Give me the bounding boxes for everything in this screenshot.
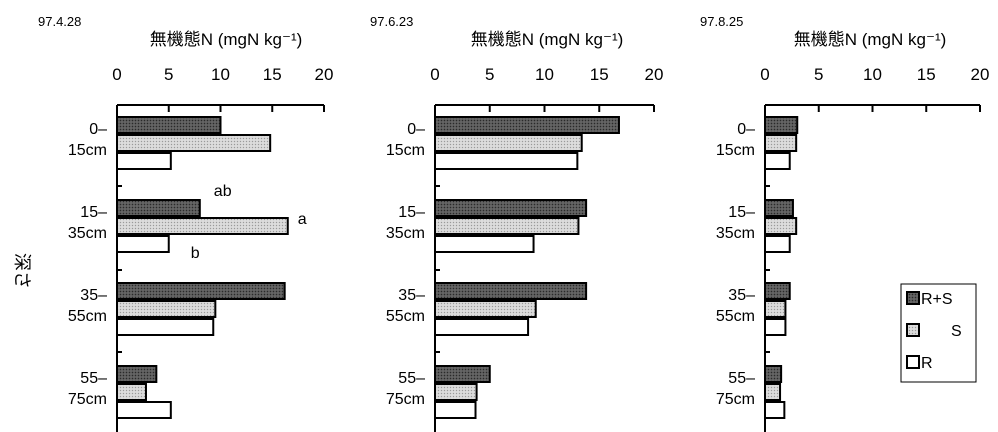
- y-category-label: 55cm: [68, 308, 107, 325]
- bar-s: [764, 217, 798, 235]
- legend-swatch-r: [906, 355, 920, 369]
- legend-label-s: S: [951, 323, 962, 340]
- bar-r-s: [764, 365, 783, 383]
- y-category-label: 0–: [737, 121, 755, 138]
- bar-s: [434, 300, 537, 318]
- y-category-label: 15cm: [68, 142, 107, 159]
- bar-r: [434, 152, 579, 170]
- y-category-label: 35–: [398, 287, 425, 304]
- depth-axis-label: 深さ: [12, 253, 32, 289]
- panel-date: 97.6.23: [370, 14, 413, 29]
- bar-r-s: [764, 282, 791, 300]
- x-tick-label: 5: [164, 65, 173, 84]
- bar-r: [434, 318, 530, 336]
- x-tick-label: 10: [535, 65, 554, 84]
- bar-r-s: [434, 365, 491, 383]
- bar-r: [116, 401, 172, 419]
- x-tick-label: 20: [645, 65, 664, 84]
- y-category-label: 0–: [89, 121, 107, 138]
- significance-label: ab: [214, 183, 232, 200]
- legend-label-r-s: R+S: [921, 291, 953, 308]
- y-category-label: 0–: [407, 121, 425, 138]
- x-tick-label: 20: [315, 65, 334, 84]
- y-category-label: 35–: [80, 287, 107, 304]
- bar-r: [764, 152, 791, 170]
- bar-s: [764, 134, 798, 152]
- panel-1997-08-25: 97.8.25 無機態N (mgN kg⁻¹) 0 5 10 15 20 0– 15cm 15– 3…: [700, 14, 989, 432]
- y-category-label: 15–: [728, 204, 755, 221]
- x-tick-label: 15: [917, 65, 936, 84]
- bar-s: [116, 300, 217, 318]
- x-tick-label: 0: [760, 65, 769, 84]
- bar-r-s: [116, 199, 201, 217]
- bar-r-s: [434, 282, 588, 300]
- y-category-label: 55–: [398, 370, 425, 387]
- x-axis-title: 無機態N (mgN kg⁻¹): [150, 30, 303, 49]
- y-category-label: 15–: [398, 204, 425, 221]
- x-tick-label: 10: [211, 65, 230, 84]
- bar-r: [116, 152, 172, 170]
- legend-swatch-r-s: [906, 291, 920, 305]
- bar-r: [764, 318, 787, 336]
- panel-1997-06-23: 97.6.23 無機態N (mgN kg⁻¹) 0 5 10 15 20 0– 15cm 15– 3…: [370, 14, 663, 432]
- bar-r: [764, 235, 791, 253]
- significance-label: b: [191, 245, 200, 262]
- bar-r-s: [764, 116, 799, 134]
- y-category-label: 35cm: [68, 225, 107, 242]
- bar-r-s: [116, 365, 158, 383]
- bar-s: [116, 383, 147, 401]
- x-tick-label: 5: [485, 65, 494, 84]
- x-tick-label: 15: [590, 65, 609, 84]
- y-category-label: 55–: [80, 370, 107, 387]
- x-tick-label: 15: [263, 65, 282, 84]
- x-tick-label: 20: [971, 65, 990, 84]
- x-axis-title: 無機態N (mgN kg⁻¹): [471, 30, 624, 49]
- y-category-label: 55–: [728, 370, 755, 387]
- bar-s: [434, 217, 580, 235]
- bar-r: [116, 318, 215, 336]
- bar-s: [116, 134, 272, 152]
- legend-label-r: R: [921, 355, 933, 372]
- x-axis-title: 無機態N (mgN kg⁻¹): [794, 30, 947, 49]
- bar-s: [764, 383, 782, 401]
- legend-swatch-s: [906, 323, 920, 337]
- y-category-label: 35cm: [716, 225, 755, 242]
- panel-date: 97.8.25: [700, 14, 743, 29]
- bar-s: [434, 383, 478, 401]
- y-category-label: 75cm: [386, 391, 425, 408]
- bar-r: [434, 235, 535, 253]
- y-category-label: 75cm: [68, 391, 107, 408]
- y-category-label: 35cm: [386, 225, 425, 242]
- x-tick-label: 0: [430, 65, 439, 84]
- panel-1997-04-28: 97.4.28 無機態N (mgN kg⁻¹) 0 5 10 15 20 0– 15cm 15– 3…: [38, 14, 333, 432]
- bar-r: [764, 401, 786, 419]
- x-tick-label: 0: [112, 65, 121, 84]
- bar-r: [116, 235, 170, 253]
- bar-r-s: [434, 116, 620, 134]
- bar-r-s: [764, 199, 794, 217]
- y-category-label: 35–: [728, 287, 755, 304]
- bar-s: [764, 300, 787, 318]
- bar-r-s: [116, 282, 286, 300]
- bar-r-s: [116, 116, 222, 134]
- legend: R+S S R: [900, 283, 977, 383]
- y-category-label: 55cm: [386, 308, 425, 325]
- x-tick-label: 5: [814, 65, 823, 84]
- y-category-label: 15cm: [716, 142, 755, 159]
- y-category-label: 75cm: [716, 391, 755, 408]
- y-category-label: 55cm: [716, 308, 755, 325]
- x-tick-label: 10: [863, 65, 882, 84]
- significance-label: a: [298, 211, 307, 228]
- bar-r-s: [434, 199, 588, 217]
- bar-s: [116, 217, 289, 235]
- y-category-label: 15–: [80, 204, 107, 221]
- bar-s: [434, 134, 583, 152]
- y-category-label: 15cm: [386, 142, 425, 159]
- bar-r: [434, 401, 477, 419]
- panel-date: 97.4.28: [38, 14, 81, 29]
